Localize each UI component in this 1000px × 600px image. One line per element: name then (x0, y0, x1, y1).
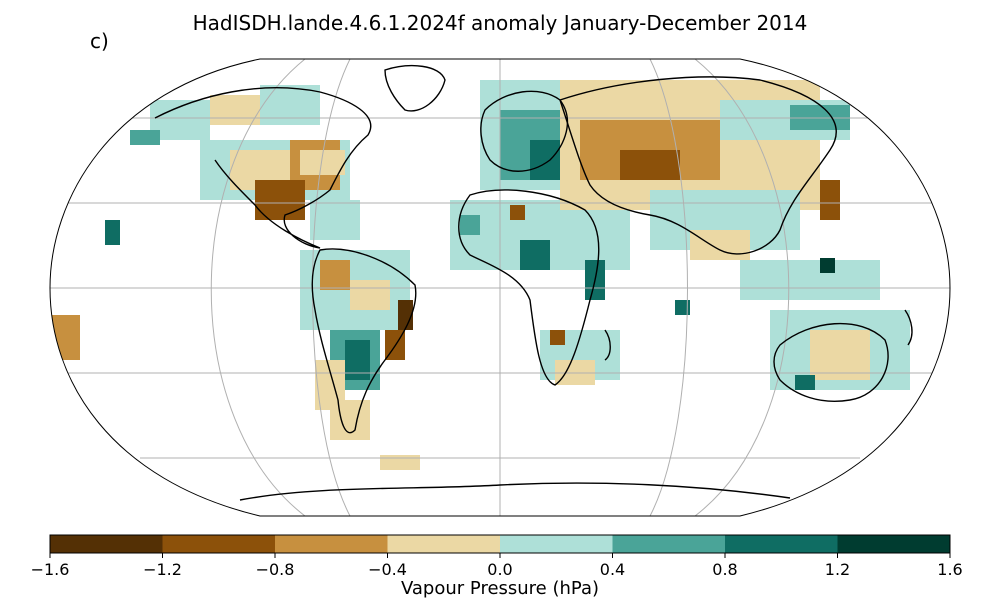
anomaly-grid-cells (50, 80, 910, 470)
colorbar-segment (837, 535, 951, 553)
colorbar-segment (162, 535, 276, 553)
colorbar-segment (500, 535, 613, 553)
colorbar-segment (387, 535, 501, 553)
colorbar-tick-label: 1.2 (825, 560, 850, 579)
colorbar-segment (50, 535, 163, 553)
colorbar-ticks: −1.6 −1.2 −0.8 −0.4 0.0 0.4 0.8 1.2 1.6 (31, 553, 963, 579)
colorbar-tick-label: 0.8 (712, 560, 737, 579)
colorbar-tick-label: −1.2 (143, 560, 182, 579)
graticule (50, 59, 950, 516)
colorbar (50, 535, 951, 553)
map-title: HadISDH.lande.4.6.1.2024f anomaly Januar… (193, 11, 808, 35)
colorbar-segment (275, 535, 388, 553)
coastlines (154, 65, 913, 501)
map-area (50, 59, 950, 516)
colorbar-tick-label: 0.4 (600, 560, 625, 579)
colorbar-segment (612, 535, 726, 553)
colorbar-segment (725, 535, 838, 553)
colorbar-tick-label: −1.6 (31, 560, 70, 579)
panel-label: c) (90, 29, 109, 53)
map-boundary (49, 58, 951, 517)
colorbar-tick-label: −0.8 (256, 560, 295, 579)
colorbar-label: Vapour Pressure (hPa) (401, 578, 599, 599)
colorbar-tick-label: −0.4 (368, 560, 407, 579)
colorbar-tick-label: 1.6 (937, 560, 962, 579)
colorbar-tick-label: 0.0 (487, 560, 512, 579)
